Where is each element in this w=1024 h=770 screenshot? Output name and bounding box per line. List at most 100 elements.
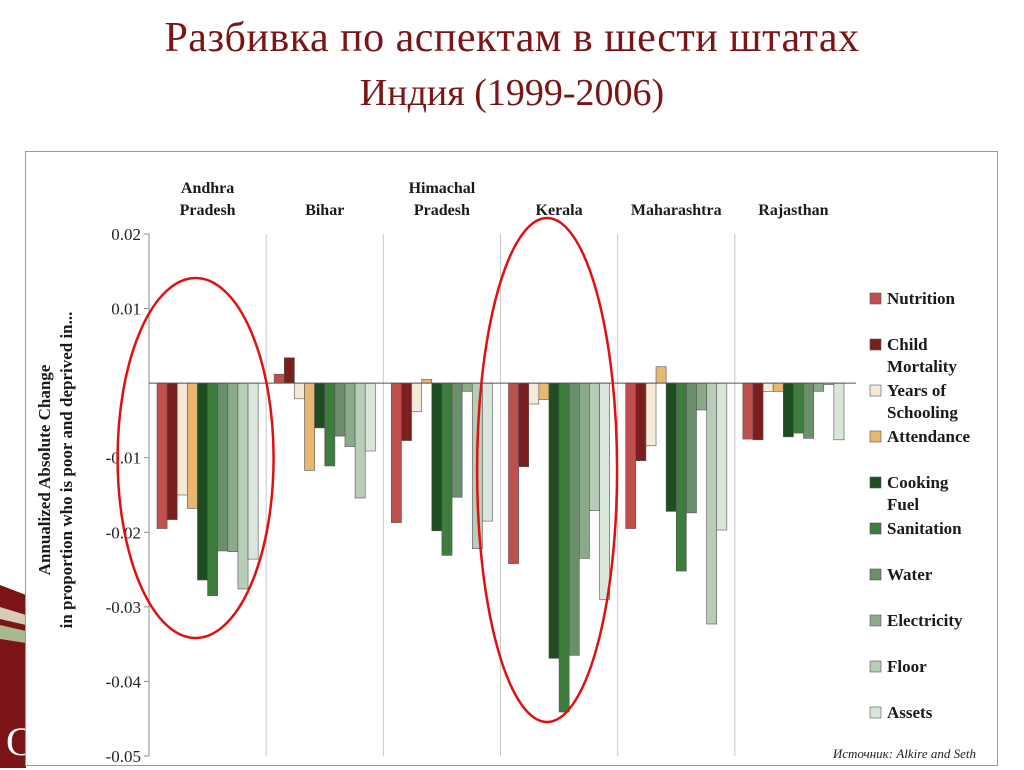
- bar: [772, 382, 784, 392]
- chart-svg: Annualized Absolute Change in proportion…: [35, 180, 976, 766]
- bar: [752, 382, 764, 441]
- bar: [762, 382, 774, 392]
- bar: [451, 382, 463, 498]
- bar: [599, 382, 610, 600]
- bar: [568, 382, 580, 656]
- legend-swatch: [869, 660, 882, 673]
- bar: [548, 382, 560, 659]
- chart-frame: Annualized Absolute Change in proportion…: [25, 151, 998, 766]
- legend-label: Floor: [887, 657, 927, 676]
- category-label: Maharashtra: [631, 202, 722, 219]
- bar: [706, 382, 718, 625]
- legend-label: Electricity: [887, 611, 963, 630]
- bar: [283, 357, 295, 384]
- legend-label: Water: [887, 565, 933, 584]
- bar: [675, 382, 687, 572]
- bar: [625, 382, 637, 529]
- bar: [156, 382, 168, 529]
- y-tick-label: -0.05: [106, 747, 141, 765]
- bar: [207, 382, 218, 596]
- legend-swatch: [869, 338, 882, 351]
- y-tick-label: 0.02: [111, 225, 141, 244]
- legend-swatch: [869, 476, 882, 489]
- bar: [227, 382, 239, 552]
- bar: [217, 382, 229, 552]
- bar: [441, 382, 453, 556]
- legend-swatch: [869, 430, 882, 443]
- legend-label: Cooking: [887, 473, 949, 492]
- slide-decoration: C: [0, 585, 26, 768]
- bar: [538, 382, 550, 400]
- category-label: Pradesh: [180, 202, 236, 219]
- bar: [401, 382, 412, 441]
- bar: [324, 382, 336, 467]
- category-label: Rajasthan: [758, 202, 828, 219]
- bar: [782, 382, 794, 438]
- legend-label: Years of: [887, 381, 946, 400]
- legend-label: Attendance: [887, 427, 971, 446]
- bar: [833, 382, 845, 441]
- bar: [354, 382, 366, 499]
- bar: [528, 382, 540, 405]
- bar: [391, 382, 402, 523]
- bar: [665, 382, 677, 512]
- bar: [304, 382, 315, 471]
- bar: [803, 382, 814, 439]
- bar: [364, 382, 376, 452]
- legend-label: Nutrition: [887, 289, 956, 308]
- legend-swatch: [869, 292, 882, 305]
- slide-title-block: Разбивка по аспектам в шести штатах Инди…: [0, 14, 1024, 116]
- bar: [421, 379, 433, 384]
- svg-text:C: C: [6, 719, 26, 764]
- bar: [482, 382, 493, 522]
- bar: [431, 382, 443, 532]
- category-label: Himachal: [409, 180, 476, 197]
- bar: [716, 382, 728, 531]
- bar: [558, 382, 570, 713]
- bar: [334, 382, 346, 437]
- y-axis-title: Annualized Absolute Change: [35, 364, 54, 575]
- bar: [344, 382, 356, 447]
- bar: [237, 382, 249, 590]
- bar: [197, 382, 208, 581]
- highlight-ellipse: [475, 216, 619, 724]
- legend-label: Child: [887, 335, 928, 354]
- category-label: Kerala: [536, 202, 583, 219]
- slide-subtitle: Индия (1999-2006): [359, 72, 665, 114]
- bar: [166, 382, 178, 520]
- bar: [508, 382, 519, 564]
- category-label: Pradesh: [414, 202, 470, 219]
- y-tick-label: -0.01: [106, 449, 141, 468]
- bar: [518, 382, 530, 467]
- bar: [635, 382, 647, 461]
- legend-label: Sanitation: [887, 519, 962, 538]
- legend-label: Schooling: [887, 403, 958, 422]
- bar: [742, 382, 754, 440]
- bar: [187, 382, 198, 509]
- slide-title: Разбивка по аспектам в шести штатах: [164, 15, 860, 61]
- bar: [686, 382, 697, 514]
- bar: [813, 382, 825, 392]
- bar: [645, 382, 657, 447]
- bar: [247, 382, 259, 560]
- legend-swatch: [869, 614, 882, 627]
- y-tick-label: -0.03: [106, 598, 141, 617]
- y-tick-label: -0.04: [106, 672, 142, 691]
- category-label: Bihar: [305, 202, 344, 219]
- bar: [579, 382, 590, 559]
- legend-swatch: [869, 706, 882, 719]
- bar: [294, 382, 305, 400]
- legend-label: Fuel: [887, 495, 919, 514]
- legend-swatch: [869, 568, 882, 581]
- bar: [273, 373, 285, 384]
- highlight-ellipse: [116, 276, 275, 640]
- bar: [461, 382, 473, 392]
- y-tick-label: -0.02: [106, 523, 141, 542]
- y-tick-label: 0.01: [111, 300, 141, 319]
- legend-label: Assets: [887, 703, 933, 722]
- y-axis-title-line2: in proportion who is poor and deprived i…: [57, 312, 76, 629]
- source-note: Источник: Alkire and Seth: [832, 746, 976, 761]
- bar: [176, 382, 188, 496]
- bar: [314, 382, 326, 429]
- legend-label: Mortality: [887, 357, 957, 376]
